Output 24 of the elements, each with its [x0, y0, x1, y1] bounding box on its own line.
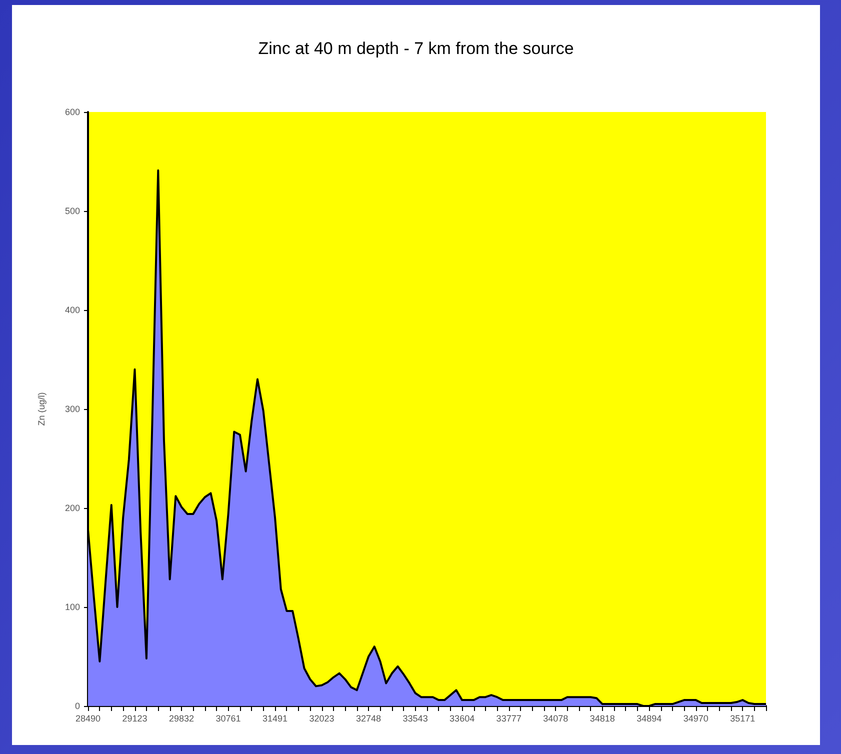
- x-tick-label: 31491: [262, 714, 288, 724]
- y-tick-label: 600: [64, 107, 80, 117]
- y-tick-label: 200: [64, 503, 80, 513]
- x-tick-label: 32748: [356, 714, 382, 724]
- x-tick-label: 34894: [636, 714, 662, 724]
- y-tick-label: 100: [64, 602, 80, 612]
- x-tick-label: 29123: [122, 714, 148, 724]
- y-tick-label: 300: [64, 404, 80, 414]
- y-tick-label: 0: [74, 701, 80, 711]
- chart-title: Zinc at 40 m depth - 7 km from the source: [258, 39, 574, 58]
- y-tick-label: 500: [64, 206, 80, 216]
- x-tick-label: 29832: [169, 714, 194, 724]
- x-tick-label: 28490: [75, 714, 101, 724]
- x-tick-label: 32023: [309, 714, 334, 724]
- x-tick-label: 33543: [402, 714, 428, 724]
- x-tick-label: 33777: [496, 714, 522, 724]
- x-tick-label: 35171: [730, 714, 756, 724]
- x-tick-label: 34818: [590, 714, 615, 724]
- x-tick-label: 34078: [543, 714, 568, 724]
- y-tick-label: 400: [64, 305, 80, 315]
- x-tick-label: 34970: [683, 714, 708, 724]
- x-tick-label: 33604: [450, 714, 475, 724]
- y-axis-title: Zn (ug/l): [36, 392, 46, 426]
- x-tick-label: 30761: [216, 714, 241, 724]
